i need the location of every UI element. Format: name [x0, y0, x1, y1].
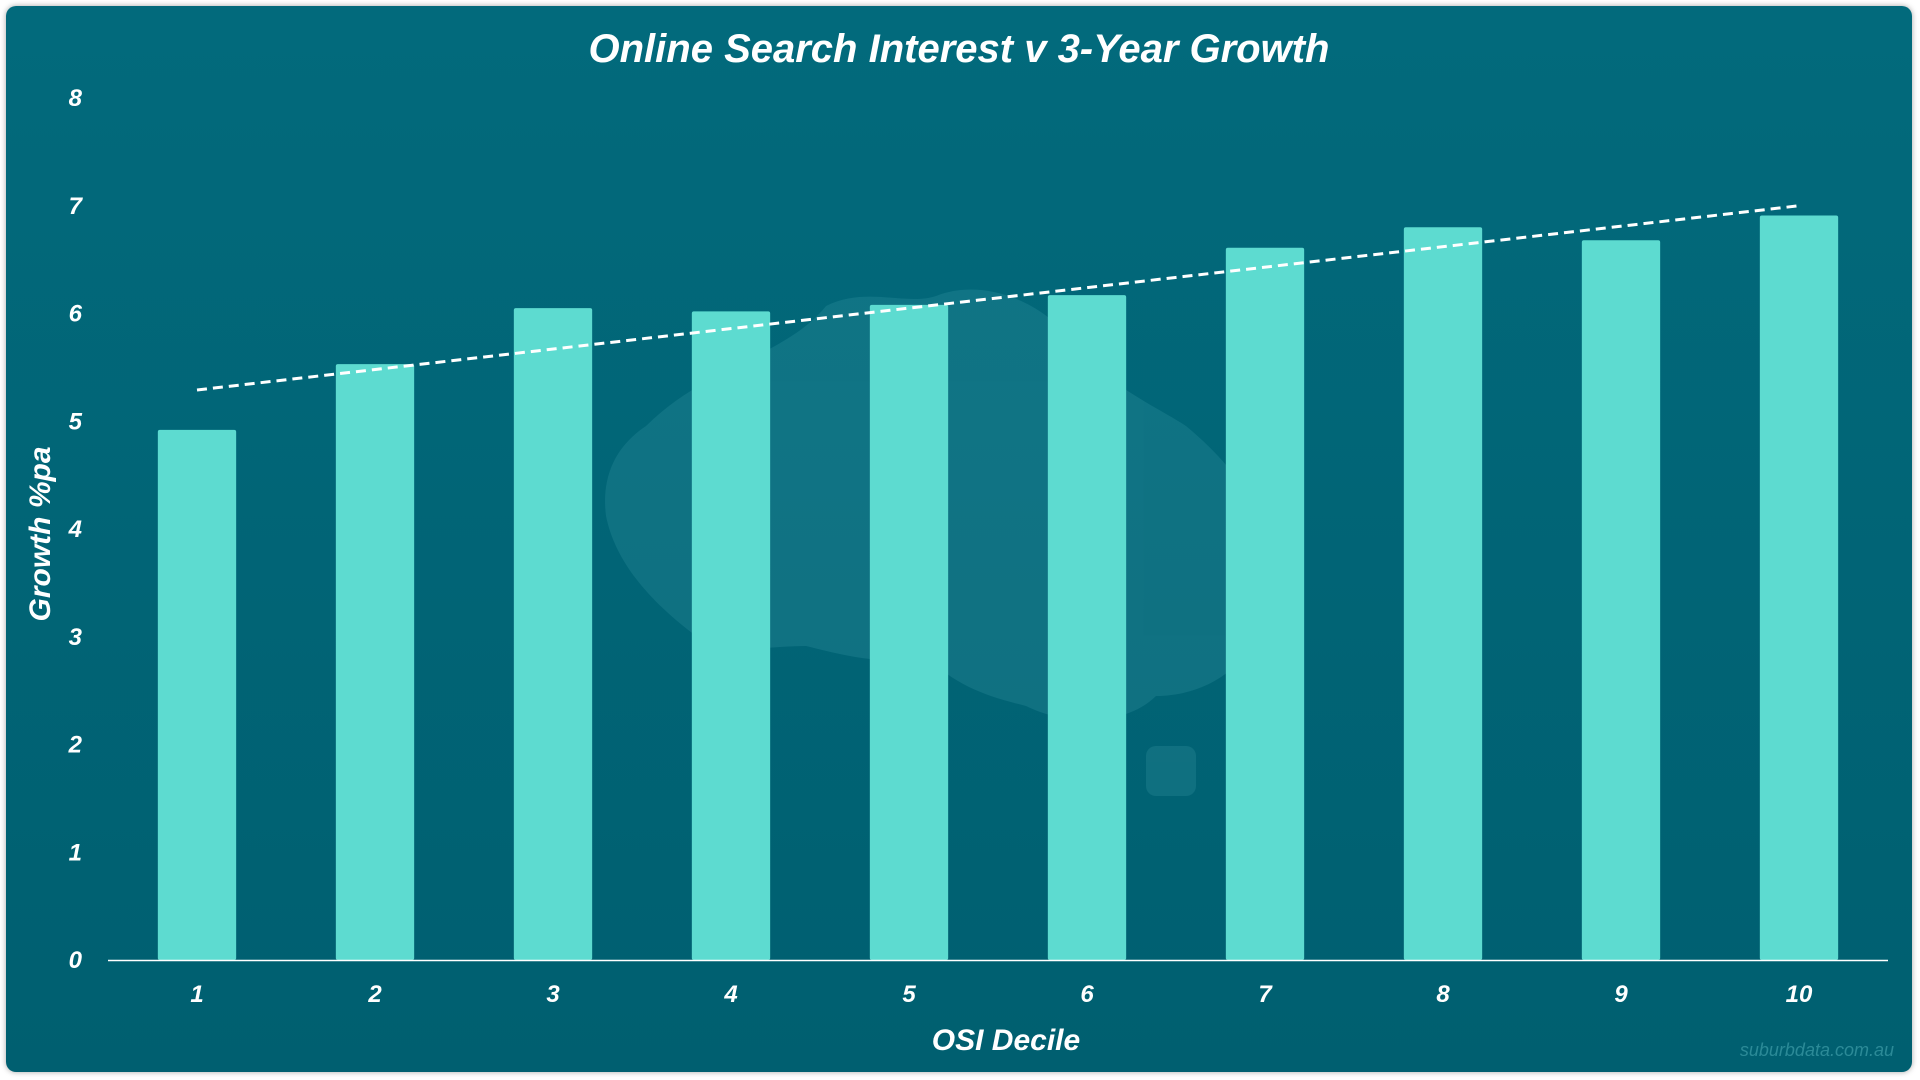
y-tick-label: 8 [69, 85, 83, 112]
bar [1225, 247, 1305, 960]
y-tick-label: 2 [68, 732, 83, 759]
x-axis: 1 2 3 4 5 6 7 8 9 10 [190, 981, 1813, 1008]
bar [513, 308, 593, 960]
x-tick-label: 3 [546, 981, 560, 1008]
bar [335, 364, 415, 961]
x-axis-title: OSI Decile [932, 1024, 1080, 1057]
y-axis-title: Growth %pa [24, 446, 57, 621]
y-axis: 0 1 2 3 4 5 6 7 8 [68, 85, 84, 974]
bar [869, 304, 949, 960]
y-tick-label: 6 [69, 301, 83, 328]
x-tick-label: 6 [1080, 981, 1094, 1008]
chart-card: Online Search Interest v 3-Year Growth G… [6, 6, 1912, 1072]
x-tick-label: 4 [723, 981, 737, 1008]
x-tick-label: 5 [902, 981, 916, 1008]
trendline [196, 204, 1800, 392]
bars [157, 215, 1839, 961]
bar [1759, 215, 1839, 960]
y-tick-label: 3 [69, 624, 83, 651]
x-tick-label: 8 [1436, 981, 1450, 1008]
y-tick-label: 5 [69, 408, 83, 435]
chart-title: Online Search Interest v 3-Year Growth [589, 27, 1330, 71]
y-tick-label: 1 [69, 839, 82, 866]
x-tick-label: 7 [1258, 981, 1273, 1008]
bar [691, 311, 771, 961]
x-tick-label: 2 [367, 981, 382, 1008]
bar [157, 429, 237, 960]
watermark-text: suburbdata.com.au [1740, 1040, 1894, 1060]
x-tick-label: 10 [1786, 981, 1813, 1008]
y-tick-label: 0 [69, 947, 83, 974]
bar [1047, 295, 1127, 960]
y-tick-label: 4 [68, 516, 82, 543]
bar [1403, 227, 1483, 961]
y-tick-label: 7 [69, 193, 84, 220]
x-tick-label: 9 [1614, 981, 1628, 1008]
x-tick-label: 1 [190, 981, 203, 1008]
bar [1581, 240, 1661, 961]
chart-svg: Online Search Interest v 3-Year Growth G… [24, 27, 1894, 1060]
